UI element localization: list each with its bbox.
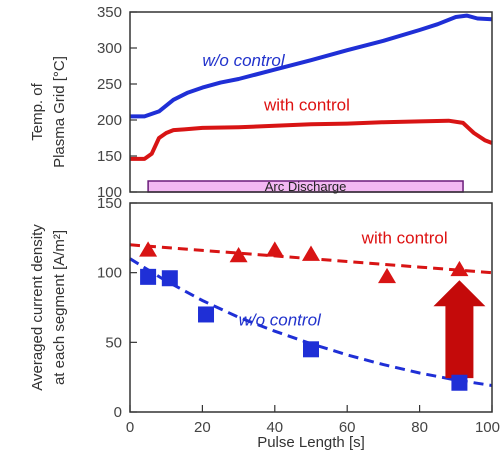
bottom-annotations: with control w/o control [239, 228, 448, 329]
bottom-ytick-label: 100 [97, 265, 122, 282]
top-annotation-0: w/o control [202, 51, 285, 70]
top-ytick-label: 300 [97, 40, 122, 57]
top-ytick-label: 350 [97, 4, 122, 21]
top-annotation-1: with control [263, 96, 350, 115]
xtick-label: 20 [194, 419, 211, 436]
top-ylabel-line-1: Temp. of [29, 82, 46, 140]
with-control-point [139, 241, 158, 257]
top-ytick-label: 200 [97, 112, 122, 129]
bottom-annotation-1: w/o control [239, 311, 322, 330]
without-control-point [140, 268, 157, 285]
xtick-label: 100 [475, 419, 500, 436]
bottom-x-ticks: 0 20 40 60 80 100 [126, 405, 500, 436]
improvement-arrow [433, 280, 486, 379]
arc-discharge-label: Arc Discharge [265, 179, 347, 194]
bottom-panel: with control w/o control 0 50 100 150 0 20 40 6… [29, 195, 500, 451]
bottom-annotation-0: with control [361, 228, 448, 247]
bottom-ylabel-line-1: Averaged current density [29, 224, 46, 391]
with-control-point [378, 267, 397, 284]
with-control-point [229, 246, 248, 263]
bottom-ytick-label: 0 [114, 404, 122, 421]
top-annotations: w/o control with control [202, 51, 350, 115]
top-ylabel-line-2: Plasma Grid [°C] [51, 56, 68, 168]
top-ytick-label: 250 [97, 76, 122, 93]
bottom-markers [139, 241, 469, 391]
without-control-point [161, 270, 178, 287]
without-control-point [303, 341, 319, 358]
top-series-lines [130, 13, 493, 161]
without-control-point [198, 306, 215, 323]
bottom-arrow [433, 280, 486, 379]
temp-line-with-control [130, 118, 493, 161]
temp-line-without-control [130, 13, 493, 119]
without-control-point [451, 374, 468, 391]
bottom-y-ticks: 0 50 100 150 [97, 195, 137, 421]
xtick-label: 60 [339, 419, 356, 436]
xtick-label: 40 [266, 419, 283, 436]
top-y-ticks: 100 150 200 250 300 350 [97, 4, 137, 201]
with-control-point [302, 245, 320, 261]
bottom-plot-frame [129, 202, 493, 413]
bottom-ytick-label: 150 [97, 195, 122, 212]
top-ytick-label: 150 [97, 148, 122, 165]
top-ytick-label: 100 [97, 184, 122, 201]
with-control-point [265, 241, 284, 257]
with-control-point [450, 260, 469, 277]
top-panel: Arc Discharge w/o control with control 10… [29, 4, 493, 201]
top-plot-frame [129, 11, 493, 193]
bottom-ytick-label: 50 [105, 334, 122, 351]
x-axis-label: Pulse Length [s] [257, 434, 365, 451]
bottom-ylabel-line-2: at each segment [A/m²] [51, 230, 68, 385]
xtick-label: 80 [411, 419, 428, 436]
xtick-label: 0 [126, 419, 134, 436]
